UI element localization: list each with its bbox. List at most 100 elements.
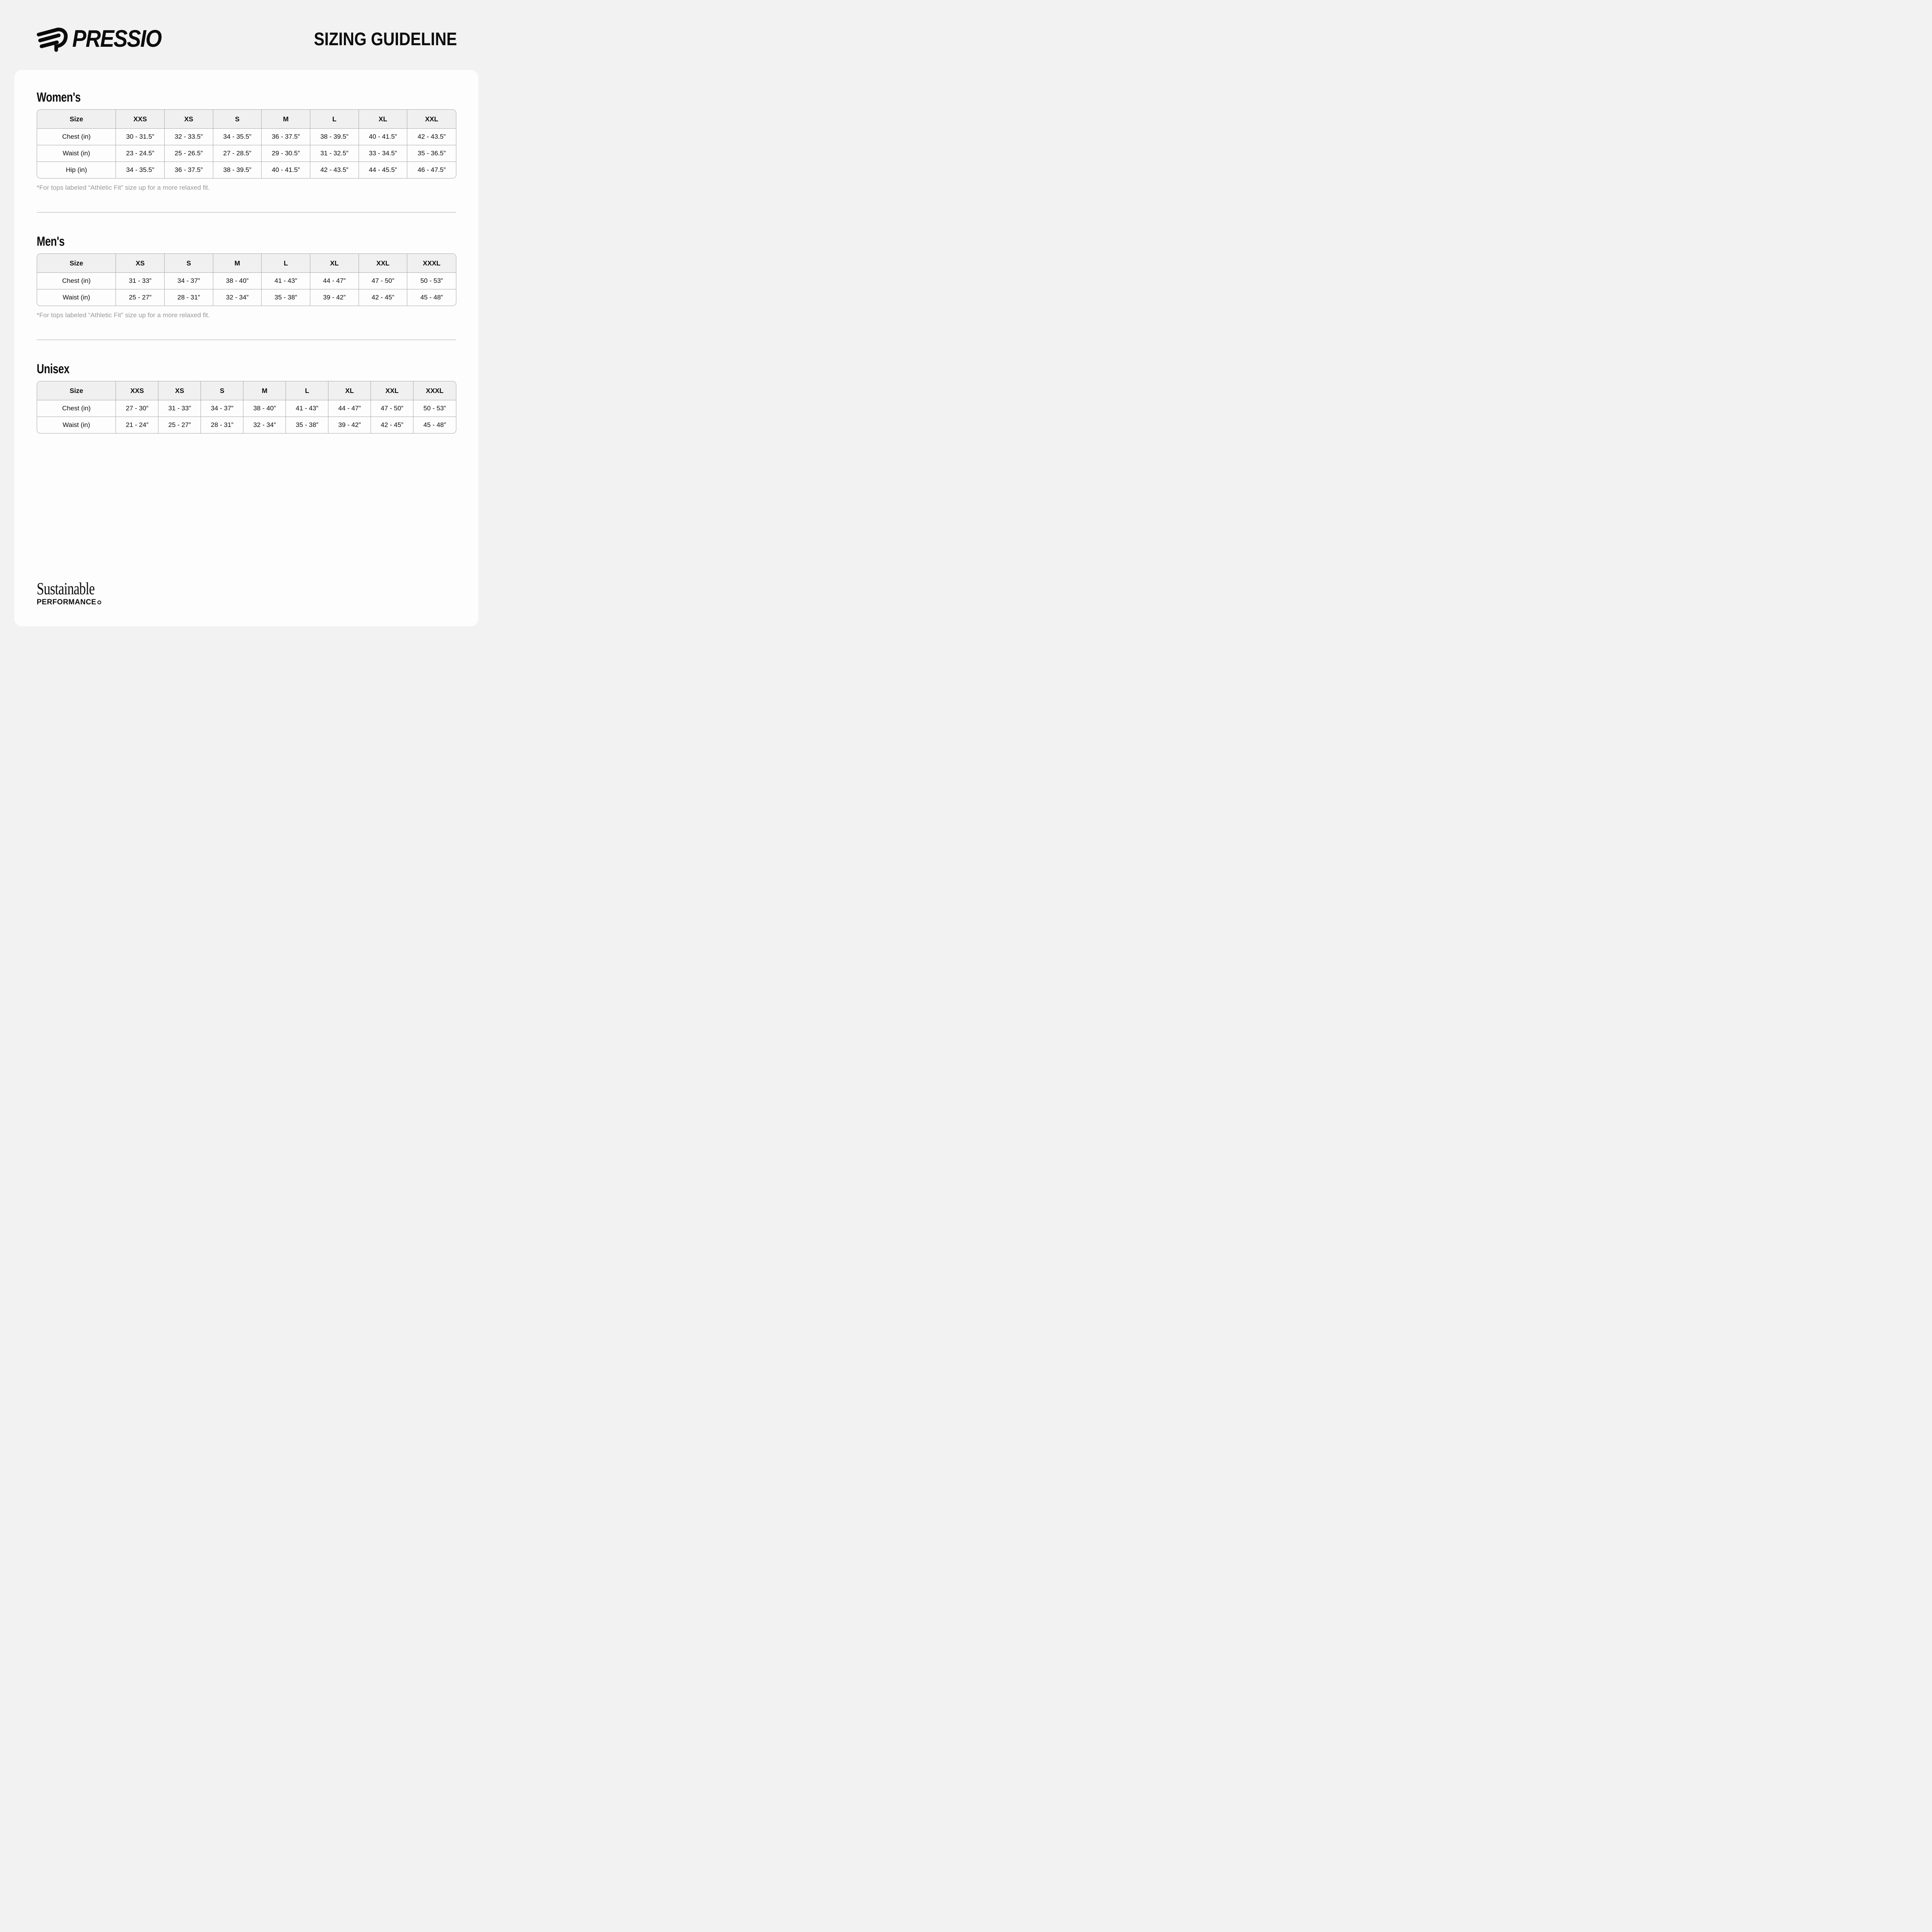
section-title: Women's [37,90,81,105]
size-value: 32 - 33.5” [165,129,213,145]
table-row: Hip (in) 34 - 35.5” 36 - 37.5” 38 - 39.5” 40… [37,162,456,178]
footer-logo: Sustainable PERFORMANCE [37,580,456,606]
table-row: Chest (in) 31 - 33” 34 - 37” 38 - 40” 41 - 4… [37,273,456,289]
section-mens: Men's Size XS S M L XL XXL XXXL Chest (in) 31 - 3… [37,235,456,319]
size-value: 39 - 42” [310,289,359,306]
size-value: 28 - 31” [165,289,213,306]
size-table-wrap: Size XXS XS S M L XL XXL XXXL Chest (in) 27 - 30” 3… [37,381,456,434]
column-header: M [262,110,311,129]
column-header: S [201,381,244,400]
column-header: M [243,381,286,400]
size-value: 44 - 47” [310,273,359,289]
size-value: 40 - 41.5” [359,129,408,145]
size-value: 30 - 31.5” [116,129,165,145]
size-value: 39 - 42” [328,417,371,433]
table-row: Waist (in) 21 - 24” 25 - 27” 28 - 31” 32 - 3… [37,417,456,433]
table-row: Chest (in) 30 - 31.5” 32 - 33.5” 34 - 35.5”… [37,129,456,145]
size-value: 36 - 37.5” [262,129,311,145]
size-table-wrap: Size XS S M L XL XXL XXXL Chest (in) 31 - 33” 34 -… [37,253,456,306]
size-value: 44 - 47” [328,400,371,417]
size-value: 25 - 26.5” [165,145,213,162]
size-value: 25 - 27” [116,289,165,306]
size-value: 27 - 28.5” [213,145,262,162]
footnote: *For tops labeled “Athletic Fit” size up… [37,311,210,319]
size-value: 23 - 24.5” [116,145,165,162]
section-unisex: Unisex Size XXS XS S M L XL XXL XXXL Chest (in) 27… [37,362,456,434]
section-title: Unisex [37,362,70,376]
size-value: 35 - 36.5” [407,145,456,162]
page-header: PRESSIO SIZING GUIDELINE [37,0,457,54]
footer-logo-text: PERFORMANCE [37,598,97,606]
size-value: 35 - 38” [286,417,329,433]
header-row: Size XXS XS S M L XL XXL XXXL [37,381,456,400]
size-value: 27 - 30” [116,400,159,417]
size-value: 32 - 34” [243,417,286,433]
table-row: Waist (in) 25 - 27” 28 - 31” 32 - 34” 35 - 3… [37,289,456,306]
column-header: XXS [116,110,165,129]
size-value: 50 - 53” [413,400,456,417]
row-label: Waist (in) [37,145,116,162]
table-row: Waist (in) 23 - 24.5” 25 - 26.5” 27 - 28.5”… [37,145,456,162]
size-value: 29 - 30.5” [262,145,311,162]
size-table: Size XXS XS S M L XL XXL Chest (in) 30 - 31.5” 32 … [37,110,456,178]
size-value: 34 - 37” [165,273,213,289]
page-title: SIZING GUIDELINE [314,28,457,49]
size-value: 34 - 37” [201,400,244,417]
section-title: Men's [37,234,65,249]
column-header: S [213,110,262,129]
size-column-header: Size [37,110,116,129]
size-value: 41 - 43” [262,273,311,289]
size-value: 32 - 34” [213,289,262,306]
column-header: XL [359,110,408,129]
row-label: Chest (in) [37,129,116,145]
size-value: 44 - 45.5” [359,162,408,178]
size-value: 28 - 31” [201,417,244,433]
column-header: XXL [407,110,456,129]
size-value: 50 - 53” [407,273,456,289]
size-value: 47 - 50” [359,273,408,289]
size-value: 42 - 43.5” [310,162,359,178]
column-header: XS [165,110,213,129]
column-header: L [262,254,311,273]
size-value: 42 - 45” [359,289,408,306]
section-divider [37,212,456,213]
column-header: XS [116,254,165,273]
size-value: 42 - 45” [371,417,414,433]
size-value: 40 - 41.5” [262,162,311,178]
footer-logo-ring-icon [97,600,102,604]
size-value: 41 - 43” [286,400,329,417]
size-value: 47 - 50” [371,400,414,417]
column-header: XXXL [413,381,456,400]
table-row: Chest (in) 27 - 30” 31 - 33” 34 - 37” 38 - 4… [37,400,456,417]
header-row: Size XXS XS S M L XL XXL [37,110,456,129]
column-header: XXS [116,381,159,400]
size-value: 35 - 38” [262,289,311,306]
brand-logo: PRESSIO [37,25,173,53]
header-row: Size XS S M L XL XXL XXXL [37,254,456,273]
column-header: XXL [359,254,408,273]
column-header: L [310,110,359,129]
size-value: 34 - 35.5” [116,162,165,178]
column-header: S [165,254,213,273]
size-value: 38 - 39.5” [213,162,262,178]
size-value: 38 - 39.5” [310,129,359,145]
size-value: 25 - 27” [158,417,201,433]
size-value: 38 - 40” [243,400,286,417]
row-label: Waist (in) [37,289,116,306]
size-value: 31 - 32.5” [310,145,359,162]
size-value: 42 - 43.5” [407,129,456,145]
size-value: 45 - 48” [420,294,443,301]
footer-logo-line1: Sustainable [37,579,95,598]
size-value: 21 - 24” [116,417,159,433]
row-label: Chest (in) [37,400,116,417]
footer-logo-line2: PERFORMANCE [37,598,456,606]
column-header: XL [328,381,371,400]
column-header: XS [158,381,201,400]
pressio-logo-icon [37,27,68,52]
content-card: Women's Size XXS XS S M L XL XXL Chest (in) 30 - … [14,70,478,626]
size-value: 38 - 40” [213,273,262,289]
size-table-wrap: Size XXS XS S M L XL XXL Chest (in) 30 - 31.5” 32 … [37,109,456,179]
size-value: 31 - 33” [158,400,201,417]
footnote: *For tops labeled “Athletic Fit” size up… [37,184,210,191]
brand-name: PRESSIO [72,25,162,52]
